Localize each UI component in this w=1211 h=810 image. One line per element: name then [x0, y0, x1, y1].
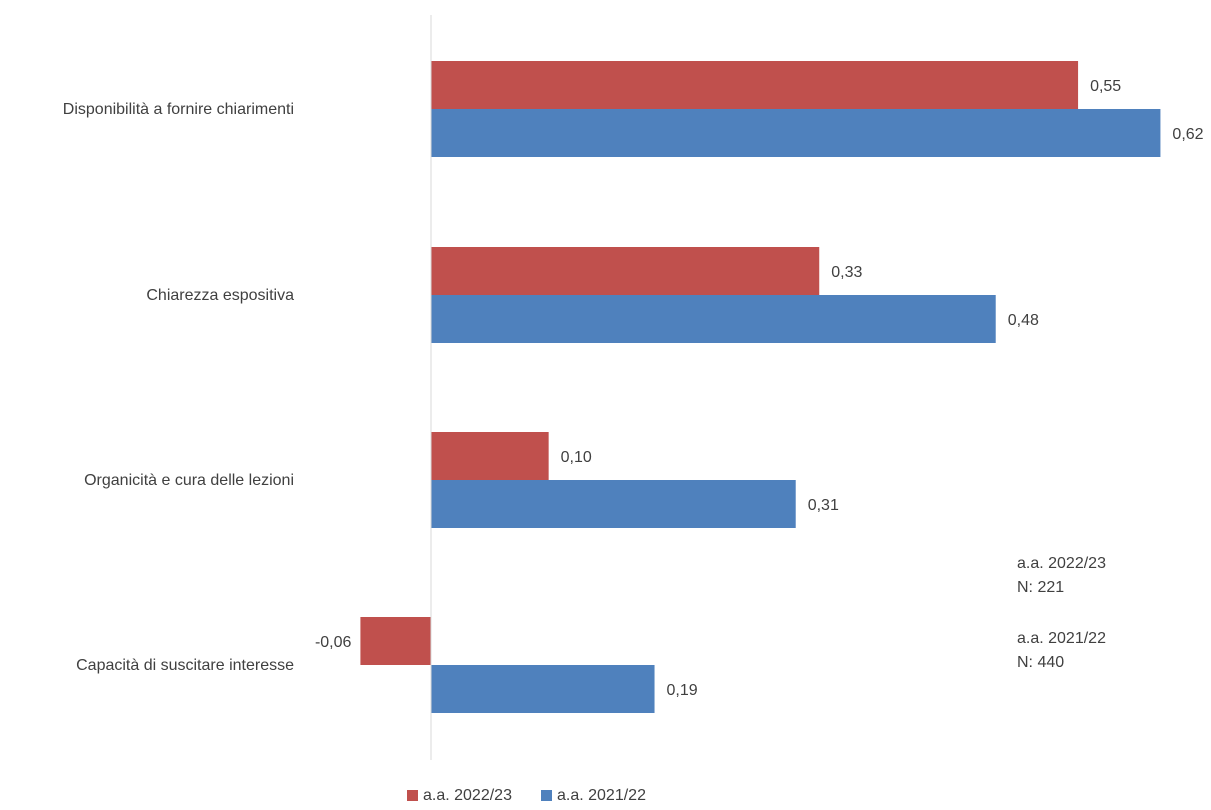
data-label: 0,48	[1008, 312, 1039, 329]
category-label: Organicità e cura delle lezioni	[84, 472, 294, 489]
bar-2021-22	[431, 295, 996, 343]
bar-2022-23	[360, 617, 431, 665]
sample-size-notes: a.a. 2022/23 N: 221 a.a. 2021/22 N: 440	[1017, 555, 1106, 671]
bar-2021-22	[431, 480, 796, 528]
data-label: 0,55	[1090, 78, 1121, 95]
legend-swatch-2022-23	[407, 790, 418, 801]
category-label: Chiarezza espositiva	[146, 287, 294, 304]
legend-label-2021-22: a.a. 2021/22	[557, 787, 646, 804]
legend: a.a. 2022/23 a.a. 2021/22	[407, 787, 646, 804]
bar-2021-22	[431, 665, 655, 713]
note-2022-line2: N: 221	[1017, 579, 1064, 596]
legend-swatch-2021-22	[541, 790, 552, 801]
bar-2022-23	[431, 432, 549, 480]
data-label: 0,33	[831, 264, 862, 281]
labels-layer: Disponibilità a fornire chiarimenti 0,55 0…	[63, 78, 1204, 699]
category-label: Disponibilità a fornire chiarimenti	[63, 101, 294, 118]
bar-2021-22	[431, 109, 1161, 157]
bar-2022-23	[431, 61, 1079, 109]
category-label: Capacità di suscitare interesse	[76, 657, 294, 674]
bar-2022-23	[431, 247, 820, 295]
data-label: 0,10	[561, 449, 592, 466]
data-label: -0,06	[315, 634, 352, 651]
data-label: 0,62	[1172, 126, 1203, 143]
note-2022-line1: a.a. 2022/23	[1017, 555, 1106, 572]
data-label: 0,31	[808, 497, 839, 514]
legend-label-2022-23: a.a. 2022/23	[423, 787, 512, 804]
note-2021-line2: N: 440	[1017, 654, 1064, 671]
data-label: 0,19	[667, 682, 698, 699]
bars-layer	[360, 61, 1161, 713]
note-2021-line1: a.a. 2021/22	[1017, 630, 1106, 647]
